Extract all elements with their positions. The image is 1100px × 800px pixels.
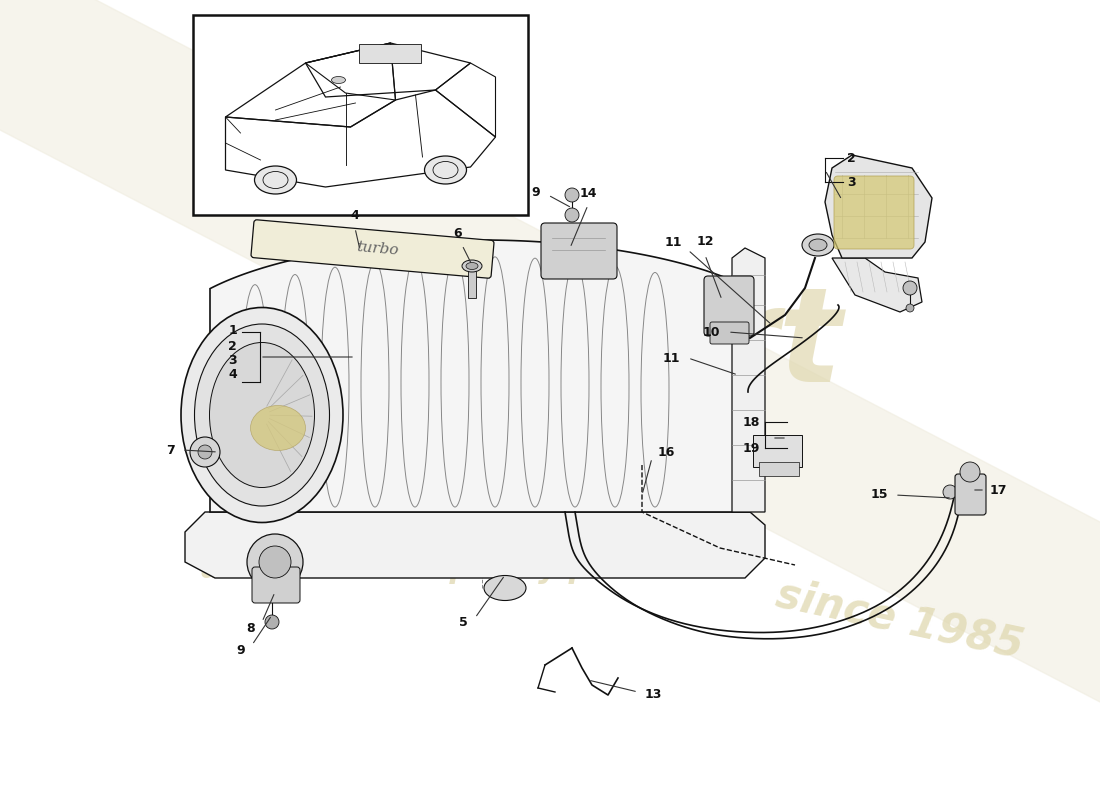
Text: 10: 10 [703,326,720,338]
FancyBboxPatch shape [252,567,300,603]
Text: 3: 3 [847,175,856,189]
Text: 17: 17 [990,483,1008,497]
Polygon shape [732,248,764,512]
Text: 9: 9 [531,186,540,198]
Ellipse shape [425,156,466,184]
Text: 2: 2 [847,151,856,165]
FancyBboxPatch shape [704,276,754,336]
Text: 4: 4 [351,209,360,222]
Text: 9: 9 [236,643,245,657]
Text: 3: 3 [229,354,236,366]
Ellipse shape [209,342,315,487]
FancyBboxPatch shape [541,223,617,279]
Text: 18: 18 [742,415,760,429]
Polygon shape [832,258,922,312]
FancyBboxPatch shape [251,220,494,278]
Text: 12: 12 [696,235,714,248]
Ellipse shape [251,406,306,450]
Polygon shape [210,240,750,512]
Text: turbo: turbo [355,240,399,258]
Circle shape [190,437,220,467]
FancyBboxPatch shape [754,435,802,467]
Polygon shape [185,512,764,578]
Circle shape [248,534,302,590]
Text: 7: 7 [166,443,175,457]
Circle shape [903,281,917,295]
Polygon shape [825,155,932,258]
Ellipse shape [182,307,343,522]
Ellipse shape [484,575,526,601]
Ellipse shape [808,239,827,251]
Text: 8: 8 [246,622,255,634]
Ellipse shape [331,77,345,83]
Bar [359,44,420,63]
Bar [468,266,476,298]
Circle shape [565,208,579,222]
Text: 2: 2 [229,339,236,353]
Text: 11: 11 [662,351,680,365]
Text: since 1985: since 1985 [772,574,1027,666]
Text: euroPart: euroPart [198,282,843,409]
Text: 13: 13 [645,689,662,702]
Text: 6: 6 [453,227,462,240]
Text: 5: 5 [460,615,467,629]
Circle shape [265,615,279,629]
Text: 14: 14 [580,187,596,200]
Text: a tradition of quality parts: a tradition of quality parts [201,555,659,585]
Circle shape [943,485,957,499]
Text: 15: 15 [870,489,888,502]
Ellipse shape [466,262,478,270]
Circle shape [565,188,579,202]
Text: 11: 11 [664,235,682,249]
FancyBboxPatch shape [710,322,749,344]
FancyBboxPatch shape [834,176,914,249]
Text: 19: 19 [742,442,760,454]
Text: 1: 1 [229,323,236,337]
Ellipse shape [195,324,330,506]
Circle shape [198,445,212,459]
Circle shape [258,546,292,578]
Text: 4: 4 [229,367,236,381]
FancyBboxPatch shape [955,474,986,515]
Bar [192,15,528,215]
Ellipse shape [254,166,297,194]
Text: 16: 16 [658,446,675,458]
Ellipse shape [462,260,482,272]
Circle shape [960,462,980,482]
Circle shape [906,304,914,312]
FancyBboxPatch shape [759,462,799,476]
Ellipse shape [802,234,834,256]
